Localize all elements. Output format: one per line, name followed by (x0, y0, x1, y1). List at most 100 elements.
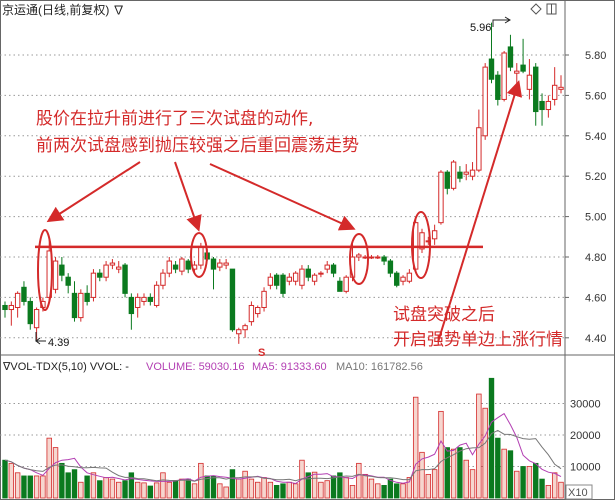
candle (185, 259, 191, 274)
candle (65, 273, 71, 294)
candle (280, 273, 286, 298)
arrow-to-test-3 (209, 163, 356, 231)
volume-bar (84, 475, 90, 499)
volume-bar (236, 478, 242, 499)
candle (242, 323, 248, 338)
volume-bar (179, 478, 185, 499)
candle-body (324, 264, 330, 270)
candle-body (394, 272, 400, 286)
price-tick-label: 5.40 (585, 131, 606, 143)
candle (103, 261, 109, 282)
candle (261, 287, 267, 312)
volume-bar (463, 459, 469, 499)
chart-title[interactable]: 京运通(日线,前复权) ∇ (2, 2, 125, 17)
candle-body (311, 274, 318, 282)
test-circle-breakout (411, 211, 431, 279)
volume-bar (488, 377, 495, 499)
candle-body (273, 274, 280, 286)
price-tick-label: 4.80 (585, 252, 606, 264)
columns-icon[interactable] (546, 3, 557, 15)
volume-bar (431, 469, 438, 499)
candle (469, 162, 476, 181)
volume-indicator-label[interactable]: ∇VOL-TDX(5,10) VVOL: - (2, 361, 129, 373)
price-tick-label: 5.20 (585, 171, 606, 183)
volume-value: VOLUME: 59030.16 (146, 361, 244, 373)
candle-body (116, 266, 122, 270)
volume-bar (21, 475, 27, 499)
candle-body (305, 268, 311, 278)
candle (368, 254, 375, 260)
candle (210, 257, 217, 290)
volume-bar (356, 462, 362, 499)
volume-bar (141, 482, 147, 499)
volume-bar (185, 478, 191, 499)
candle (267, 273, 274, 290)
candle-body (463, 171, 469, 175)
candle (116, 261, 122, 274)
volume-bar (444, 447, 450, 499)
candle-body (97, 272, 103, 278)
volume-bar (109, 478, 116, 499)
candle (305, 265, 311, 282)
volume-bar (450, 448, 457, 499)
volume-bar (103, 477, 109, 499)
test-circle-1 (37, 229, 53, 311)
candle (8, 301, 15, 326)
candle-body (286, 276, 293, 282)
volume-bar (551, 472, 558, 499)
volume-bar (78, 481, 84, 499)
candle-body (444, 171, 450, 189)
volume-bar (501, 448, 507, 499)
volume-bar (349, 484, 356, 499)
candle (179, 257, 185, 276)
candle (84, 285, 90, 306)
diamond-icon[interactable] (530, 3, 542, 15)
volume-bar (558, 481, 564, 499)
candle-body (280, 274, 286, 294)
candle (343, 275, 349, 294)
candle-body (526, 74, 533, 90)
arrow-uptrend (437, 80, 523, 343)
volume-bar (419, 451, 425, 499)
volume-bar (495, 437, 501, 499)
candle-body (488, 58, 495, 80)
candle (394, 271, 400, 288)
volume-bar (273, 484, 280, 499)
volume-bar (71, 469, 78, 499)
volume-bar (242, 470, 248, 499)
volume-bar (40, 475, 46, 499)
candle (223, 259, 229, 270)
arrow-to-test-2 (174, 161, 202, 232)
candle-body (2, 304, 8, 311)
volume-bar (8, 462, 15, 499)
volume-bar (255, 481, 261, 499)
volume-bar (210, 475, 217, 499)
volume-bar (438, 410, 444, 499)
volume-bar (65, 472, 71, 499)
volume-tick-label: 30000 (570, 399, 601, 411)
candle-body (33, 309, 40, 329)
candle-body (261, 290, 267, 308)
candle-body (52, 260, 59, 290)
low-price-label: 4.39 (48, 337, 69, 349)
candle (236, 327, 242, 344)
candle-body (375, 256, 381, 259)
volume-bar (412, 396, 419, 499)
candle (71, 281, 78, 322)
high-price-label: 5.96 (470, 22, 491, 34)
candle-body (160, 272, 166, 286)
candle (299, 265, 305, 290)
price-tick-label: 5.80 (585, 50, 606, 62)
volume-bar (539, 478, 545, 499)
candle (217, 259, 223, 272)
volume-bar (2, 459, 8, 499)
candle (160, 269, 166, 290)
candle (27, 297, 33, 330)
volume-bar (469, 469, 476, 499)
candle-body (318, 272, 324, 275)
candle-body (431, 230, 438, 240)
volume-tick-label: 10000 (570, 462, 601, 474)
candle-body (457, 171, 463, 179)
candle (286, 273, 293, 286)
